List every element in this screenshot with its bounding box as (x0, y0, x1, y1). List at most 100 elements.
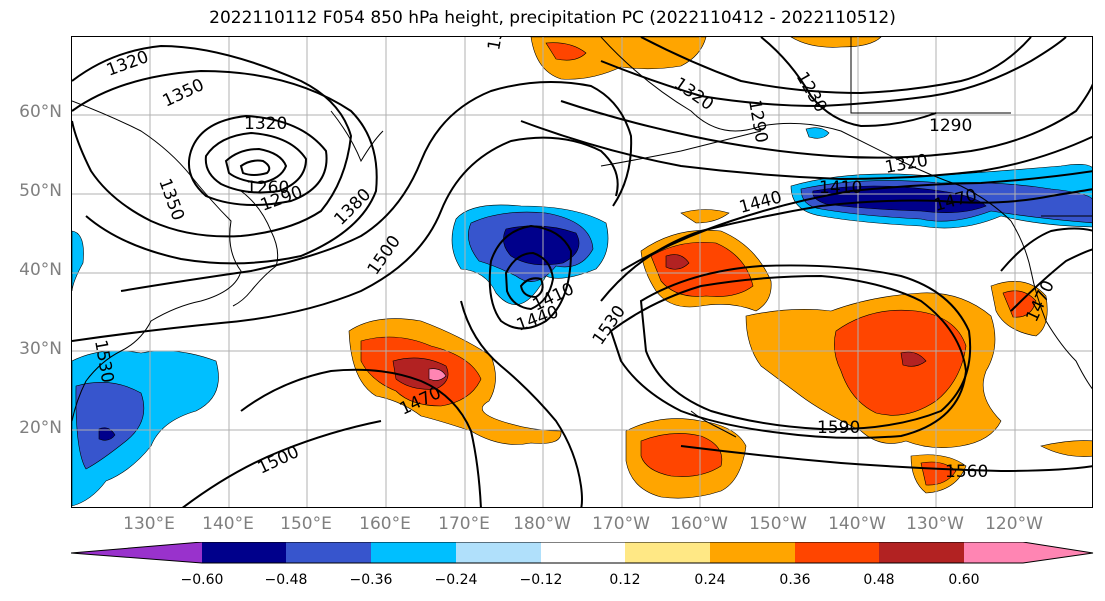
lat-label-20n: 20°N (19, 418, 62, 438)
contour-label: 1500 (364, 232, 405, 279)
colorbar-tick-label: −0.24 (434, 572, 478, 588)
lat-label-30n: 30°N (19, 339, 62, 359)
lon-label-170w: 170°W (592, 514, 650, 534)
lon-label-120w: 120°W (985, 514, 1043, 534)
contour-1440-band (600, 188, 1092, 302)
contour-ring-4 (239, 159, 271, 176)
contour-1560-south (680, 445, 1092, 473)
contour-1530-east (609, 274, 968, 439)
precip-pos-eastern-dark (900, 351, 927, 367)
contour-ring-3 (224, 147, 288, 185)
contour-ring-2 (204, 131, 308, 194)
map-panel: 1320 1350 1320 1260 1290 1350 1380 1500 … (71, 36, 1093, 508)
contour-north-1230 (760, 37, 937, 128)
height-contours (72, 37, 1092, 507)
lat-label-60n: 60°N (19, 102, 62, 122)
contour-label: 1320 (670, 74, 717, 115)
canada-boundary (850, 37, 1011, 114)
contour-label: 1320 (883, 151, 929, 178)
lon-label-130w: 130°W (906, 514, 964, 534)
lon-label-180w: 180°W (513, 514, 571, 534)
colorbar-tick-label: 0.60 (948, 572, 980, 588)
contour-1530-main (460, 300, 583, 507)
colorbar-segment (456, 542, 541, 563)
map-canvas: 1320 1350 1320 1260 1290 1350 1380 1500 … (72, 37, 1092, 507)
colorbar-segment (286, 542, 371, 563)
north-america-coast (1010, 220, 1092, 390)
precip-pos-western-pink (428, 368, 447, 381)
precip-pos-north-east (790, 37, 882, 48)
contour-1500-west (72, 136, 619, 342)
contour-low-center-inner (519, 277, 544, 299)
contour-label: 1410 (819, 178, 862, 198)
alaska-coast (600, 37, 1012, 222)
colorbar-tick-label: −0.36 (349, 572, 393, 588)
contour-1590 (639, 264, 972, 431)
contour-label: 1590 (817, 418, 860, 438)
colorbar-segment (710, 542, 795, 563)
precip-pos-central-band-dark (665, 254, 690, 270)
precip-neg-southwest-dark (98, 427, 116, 441)
contour-ring-1 (187, 114, 328, 206)
lon-label-150e: 150°E (280, 514, 332, 534)
contour-label: 1380 (484, 37, 511, 52)
colorbar-tick-label: −0.60 (180, 572, 224, 588)
colorbar (71, 542, 1094, 564)
contour-north-1290 (640, 37, 1032, 95)
contour-1410-band (620, 170, 1092, 272)
colorbar-segment (541, 542, 625, 563)
contour-low-center-outer (488, 224, 573, 330)
precip-neg-westside (72, 230, 84, 292)
contour-label: 1350 (160, 75, 208, 111)
colorbar-tick-label: 0.48 (863, 572, 895, 588)
precip-pos-southeast-strip (1040, 440, 1092, 457)
colorbar-tick-label: −0.48 (264, 572, 308, 588)
lon-label-170e: 170°E (438, 514, 490, 534)
lon-label-160w: 160°W (670, 514, 728, 534)
lon-label-150w: 150°W (749, 514, 807, 534)
contour-label: 1290 (929, 116, 972, 136)
contour-1350-west (72, 69, 378, 265)
contour-east-1470b (1010, 248, 1092, 312)
lon-label-140w: 140°W (828, 514, 886, 534)
colorbar-tick-label: 0.36 (779, 572, 811, 588)
colorbar-outline (71, 542, 1094, 564)
contour-north-1380 (520, 120, 1092, 181)
contour-label: 1260 (246, 178, 289, 198)
lon-label-160e: 160°E (359, 514, 411, 534)
colorbar-tick-label: −0.12 (519, 572, 563, 588)
aleutian-islands (600, 130, 762, 167)
contour-label: 1500 (255, 442, 303, 478)
contour-north-1320 (600, 37, 1067, 108)
colorbar-segment (202, 542, 286, 563)
precip-pos-southeast-red (640, 433, 723, 477)
lon-label-130e: 130°E (123, 514, 175, 534)
precip-pos-band-top (680, 209, 730, 224)
contour-label: 1320 (244, 114, 287, 134)
colorbar-tick-label: 0.12 (609, 572, 641, 588)
lat-label-40n: 40°N (19, 260, 62, 280)
colorbar-segment (795, 542, 879, 563)
colorbar-segment (964, 542, 1023, 563)
precip-pos-western-dark (392, 357, 449, 390)
contour-labels: 1320 1350 1320 1260 1290 1350 1380 1500 … (90, 37, 1059, 482)
map-title: 2022110112 F054 850 hPa height, precipit… (209, 8, 896, 28)
precip-shading (72, 37, 1092, 507)
colorbar-segment (371, 542, 456, 563)
colorbar-segment (71, 542, 202, 563)
kamchatka-coast (330, 110, 384, 163)
contour-1320-west (72, 44, 353, 238)
lat-label-50n: 50°N (19, 181, 62, 201)
colorbar-tick-label: 0.24 (694, 572, 726, 588)
contour-east-1470 (1000, 227, 1092, 272)
precip-pos-north-red (545, 42, 587, 61)
contour-1470-south (240, 368, 482, 507)
colorbar-segment (1023, 542, 1093, 563)
contour-1380-west (120, 81, 633, 292)
contour-label: 1530 (589, 302, 630, 349)
contour-label: 1560 (945, 462, 988, 482)
lon-label-140e: 140°E (202, 514, 254, 534)
colorbar-segments (71, 542, 1093, 563)
precip-neg-alaska-spot (805, 127, 830, 139)
contour-1500-south (182, 420, 382, 507)
